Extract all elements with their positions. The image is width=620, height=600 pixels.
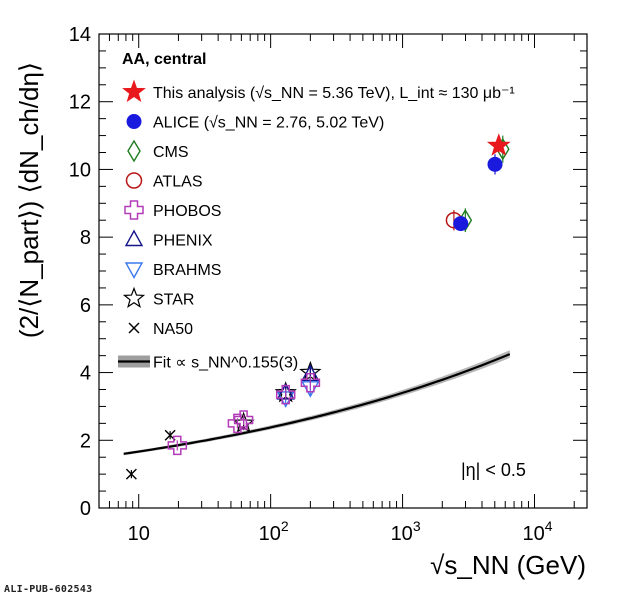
ticks-layer: 0 2 4 6 8 10 12 14 10 102 103 104 xyxy=(69,24,587,545)
publication-id: ALI-PUB-602543 xyxy=(4,584,93,595)
data-point xyxy=(125,468,137,480)
points-layer xyxy=(125,133,511,480)
y-tick-label: 2 xyxy=(80,430,91,452)
data-point xyxy=(487,156,503,172)
legend-entry: STAR xyxy=(153,292,194,309)
legend-entry: CMS xyxy=(153,144,189,161)
legend-entry-fit: Fit ∝ s_NN^0.155(3) xyxy=(153,355,298,372)
x-tick-label: 10 xyxy=(128,523,150,545)
data-point xyxy=(300,372,321,393)
x-tick-label: 104 xyxy=(523,518,553,545)
data-point xyxy=(275,384,296,405)
legend-marker xyxy=(124,200,144,220)
x-tick-label: 102 xyxy=(259,518,289,545)
legend-marker xyxy=(125,172,143,189)
data-point xyxy=(486,133,511,156)
annotation-eta: |η| < 0.5 xyxy=(461,460,526,480)
legend-entry: This analysis (√s_NN = 5.36 TeV), L_int … xyxy=(153,85,515,102)
legend-title: AA, central xyxy=(122,51,206,68)
fit-layer xyxy=(123,350,511,456)
legend-entry: PHENIX xyxy=(153,233,213,250)
data-point xyxy=(227,413,248,434)
y-tick-label: 12 xyxy=(69,92,91,114)
legend-entry: NA50 xyxy=(153,321,193,338)
legend-marker xyxy=(128,322,140,334)
fit-curve xyxy=(123,353,511,455)
legend-marker xyxy=(122,79,146,103)
data-point xyxy=(233,410,254,430)
x-tick-label: 103 xyxy=(391,518,421,545)
data-point xyxy=(167,435,188,456)
data-point xyxy=(453,216,469,232)
legend: AA, central This analysis (√s_NN = 5.36 T… xyxy=(118,51,515,372)
legend-entry: PHOBOS xyxy=(153,203,221,220)
legend-marker xyxy=(126,114,142,129)
x-axis-title: √s_NN (GeV) xyxy=(430,550,586,580)
y-tick-label: 4 xyxy=(80,363,91,385)
y-tick-label: 0 xyxy=(80,498,91,520)
legend-marker xyxy=(122,286,146,308)
legend-entry: ATLAS xyxy=(153,174,203,191)
legend-entry: BRAHMS xyxy=(153,262,221,279)
legend-marker xyxy=(124,229,144,247)
y-tick-label: 14 xyxy=(69,24,91,46)
y-tick-label: 6 xyxy=(80,295,91,317)
y-tick-label: 8 xyxy=(80,227,91,249)
legend-entry: ALICE (√s_NN = 2.76, 5.02 TeV) xyxy=(153,115,384,132)
legend-marker xyxy=(124,262,144,279)
y-tick-label: 10 xyxy=(69,159,91,181)
legend-marker xyxy=(127,139,141,163)
y-axis-title: (2/⟨N_part⟩) ⟨dN_ch/dη⟩ xyxy=(14,62,44,338)
